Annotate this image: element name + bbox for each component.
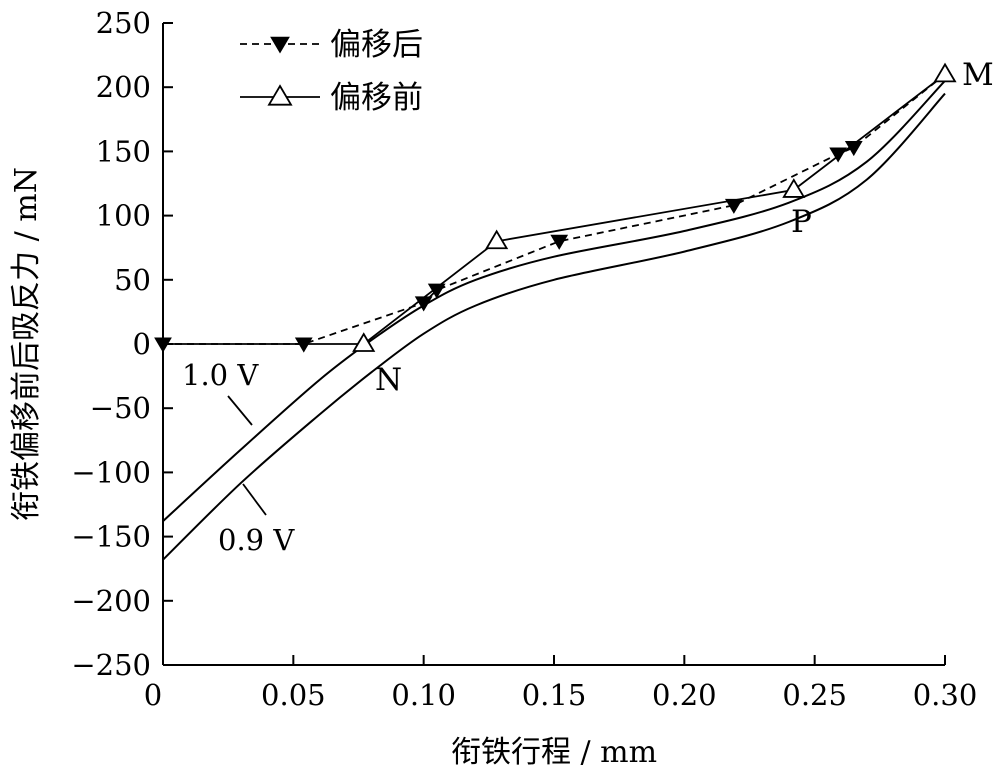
y-axis-label: 衔铁偏移前后吸反力 / mN <box>9 167 44 521</box>
y-tick-label: 0 <box>133 327 151 361</box>
data-point-marker <box>485 229 509 250</box>
series-2 <box>162 80 946 522</box>
y-tick-label: −50 <box>90 391 151 425</box>
series-line <box>163 73 946 345</box>
data-point-marker <box>270 36 290 54</box>
series-curve <box>162 92 946 561</box>
x-tick-label: 0 <box>144 678 162 712</box>
series-3 <box>162 92 946 561</box>
x-tick-label: 0.30 <box>913 678 978 712</box>
data-point-marker <box>267 84 293 106</box>
point-label-m: M <box>962 57 994 93</box>
data-point-marker <box>550 234 569 250</box>
x-axis-label: 衔铁行程 / mm <box>451 735 657 770</box>
y-tick-label: 250 <box>96 6 151 40</box>
point-label-p: P <box>791 204 812 240</box>
x-tick-label: 0.20 <box>652 678 717 712</box>
data-point-marker <box>294 337 313 353</box>
data-point-marker <box>933 62 957 83</box>
point-label-n: N <box>375 362 402 398</box>
data-point-marker <box>782 178 806 198</box>
data-point-marker <box>829 147 848 163</box>
y-tick-label: 50 <box>114 263 151 297</box>
data-point-marker <box>427 283 446 299</box>
x-tick-label: 0.05 <box>261 678 326 712</box>
curve-label-1v: 1.0 V <box>182 358 259 392</box>
legend-item-0: 偏移后 <box>240 27 423 63</box>
data-point-marker <box>154 337 172 353</box>
y-tick-label: −250 <box>71 648 151 682</box>
series-layer <box>154 62 957 561</box>
series-line <box>163 73 946 345</box>
curve-label-09v: 0.9 V <box>218 523 295 557</box>
annotations: M P N 1.0 V 0.9 V <box>182 57 994 557</box>
y-tick-label: −200 <box>71 584 151 618</box>
y-tick-label: 100 <box>96 199 151 233</box>
curve-label-leader <box>242 483 267 516</box>
legend-item-1: 偏移前 <box>240 80 423 116</box>
y-tick-label: 150 <box>96 134 151 168</box>
data-point-marker <box>352 332 376 352</box>
y-tick-label: −100 <box>71 455 151 489</box>
series-markers-1 <box>352 62 957 352</box>
series-curve <box>162 80 946 522</box>
legend-label: 偏移前 <box>330 80 423 116</box>
x-tick-label: 0.10 <box>391 678 456 712</box>
series-markers-0 <box>154 141 863 353</box>
x-tick-label: 0.25 <box>782 678 847 712</box>
y-tick-label: 200 <box>96 70 151 104</box>
data-point-marker <box>414 296 433 312</box>
y-tick-label: −150 <box>71 520 151 554</box>
data-point-marker <box>724 198 743 214</box>
series-0 <box>163 73 946 345</box>
legend-label: 偏移后 <box>330 27 423 63</box>
curve-label-leader <box>227 395 253 426</box>
data-point-marker <box>844 141 863 157</box>
series-1 <box>163 73 946 345</box>
x-tick-label: 0.15 <box>522 678 587 712</box>
